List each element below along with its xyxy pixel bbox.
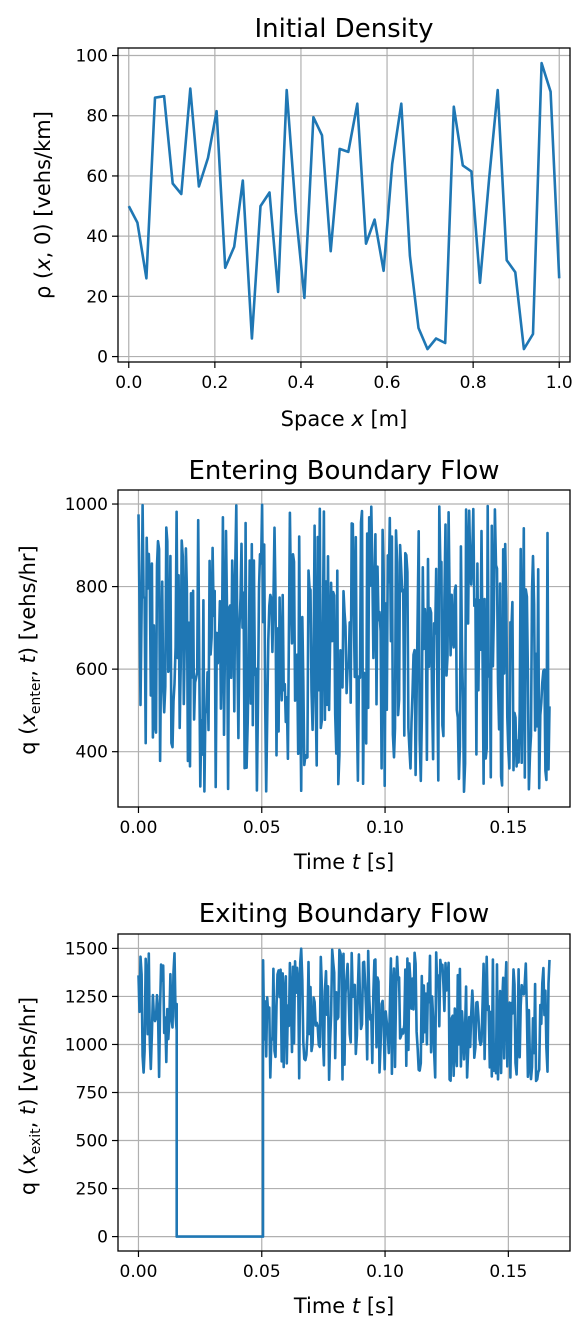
y-tick-label: 60: [86, 167, 108, 187]
y-tick-label: 400: [76, 743, 108, 763]
y-tick-label: 500: [76, 1132, 108, 1152]
x-tick-label: 1.0: [546, 373, 573, 393]
y-axis-label: q (xexit, t) [vehs/hr]: [16, 997, 44, 1195]
y-tick-label: 1250: [65, 987, 108, 1007]
x-tick-label: 0.0: [115, 373, 142, 393]
x-tick-label: 0.8: [460, 373, 487, 393]
initial-density-chart: Initial Density 0.0 0.2 0.4 0.6 0.8 1.0 0 20 40 6…: [31, 14, 573, 431]
x-tick-label: 0.15: [489, 1262, 527, 1282]
chart-title: Initial Density: [254, 14, 433, 44]
x-axis-label: Space x [m]: [281, 407, 408, 431]
y-tick-label: 250: [76, 1180, 108, 1200]
entering-boundary-flow-chart: Entering Boundary Flow 0.00 0.05 0.10 0.15 4…: [16, 456, 571, 874]
y-axis-label: ρ (x, 0) [vehs/km]: [31, 111, 55, 299]
y-tick-label: 1000: [65, 495, 108, 515]
y-tick-label: 20: [86, 287, 108, 307]
x-tick-label: 0.10: [366, 818, 404, 838]
y-tick-label: 80: [86, 107, 108, 127]
x-axis-label: Time t [s]: [293, 850, 394, 874]
density-series-line: [127, 61, 561, 351]
y-tick-label: 750: [76, 1084, 108, 1104]
y-tick-label: 0: [97, 1228, 108, 1248]
x-tick-label: 0.2: [201, 373, 228, 393]
x-axis-label: Time t [s]: [293, 1294, 394, 1318]
x-tick-label: 0.00: [120, 1262, 158, 1282]
exiting-boundary-flow-chart: Exiting Boundary Flow 0.00 0.05 0.10 0.15 0 2…: [16, 899, 571, 1318]
y-tick-label: 600: [76, 660, 108, 680]
plot-frame: [117, 47, 571, 363]
y-tick-label: 100: [76, 47, 108, 67]
y-axis-label: q (xenter, t) [vehs/hr]: [16, 545, 44, 754]
y-tick-label: 1000: [65, 1035, 108, 1055]
x-tick-label: 0.10: [366, 1262, 404, 1282]
y-tick-label: 800: [76, 578, 108, 598]
x-tick-label: 0.05: [243, 1262, 281, 1282]
x-tick-label: 0.4: [287, 373, 314, 393]
chart-title: Exiting Boundary Flow: [199, 899, 490, 929]
entering-flow-series-line: [137, 503, 551, 793]
x-tick-label: 0.15: [489, 818, 527, 838]
exiting-flow-series-line: [137, 947, 551, 1238]
x-tick-label: 0.05: [243, 818, 281, 838]
x-tick-label: 0.6: [374, 373, 401, 393]
chart-title: Entering Boundary Flow: [188, 456, 499, 486]
y-tick-label: 40: [86, 227, 108, 247]
plot-frame: [117, 489, 571, 808]
x-tick-label: 0.00: [120, 818, 158, 838]
y-tick-label: 0: [97, 348, 108, 368]
y-tick-label: 1500: [65, 939, 108, 959]
